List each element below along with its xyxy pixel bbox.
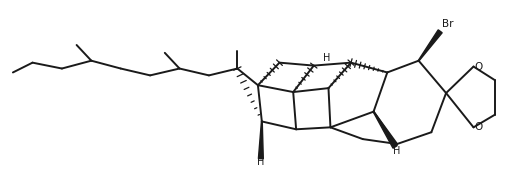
Polygon shape xyxy=(259,122,263,159)
Text: O: O xyxy=(474,62,483,72)
Text: O: O xyxy=(474,122,483,132)
Text: H: H xyxy=(257,157,265,167)
Text: H: H xyxy=(393,146,401,156)
Text: H: H xyxy=(323,53,330,63)
Polygon shape xyxy=(418,30,442,61)
Polygon shape xyxy=(373,112,397,148)
Text: Br: Br xyxy=(442,19,454,29)
